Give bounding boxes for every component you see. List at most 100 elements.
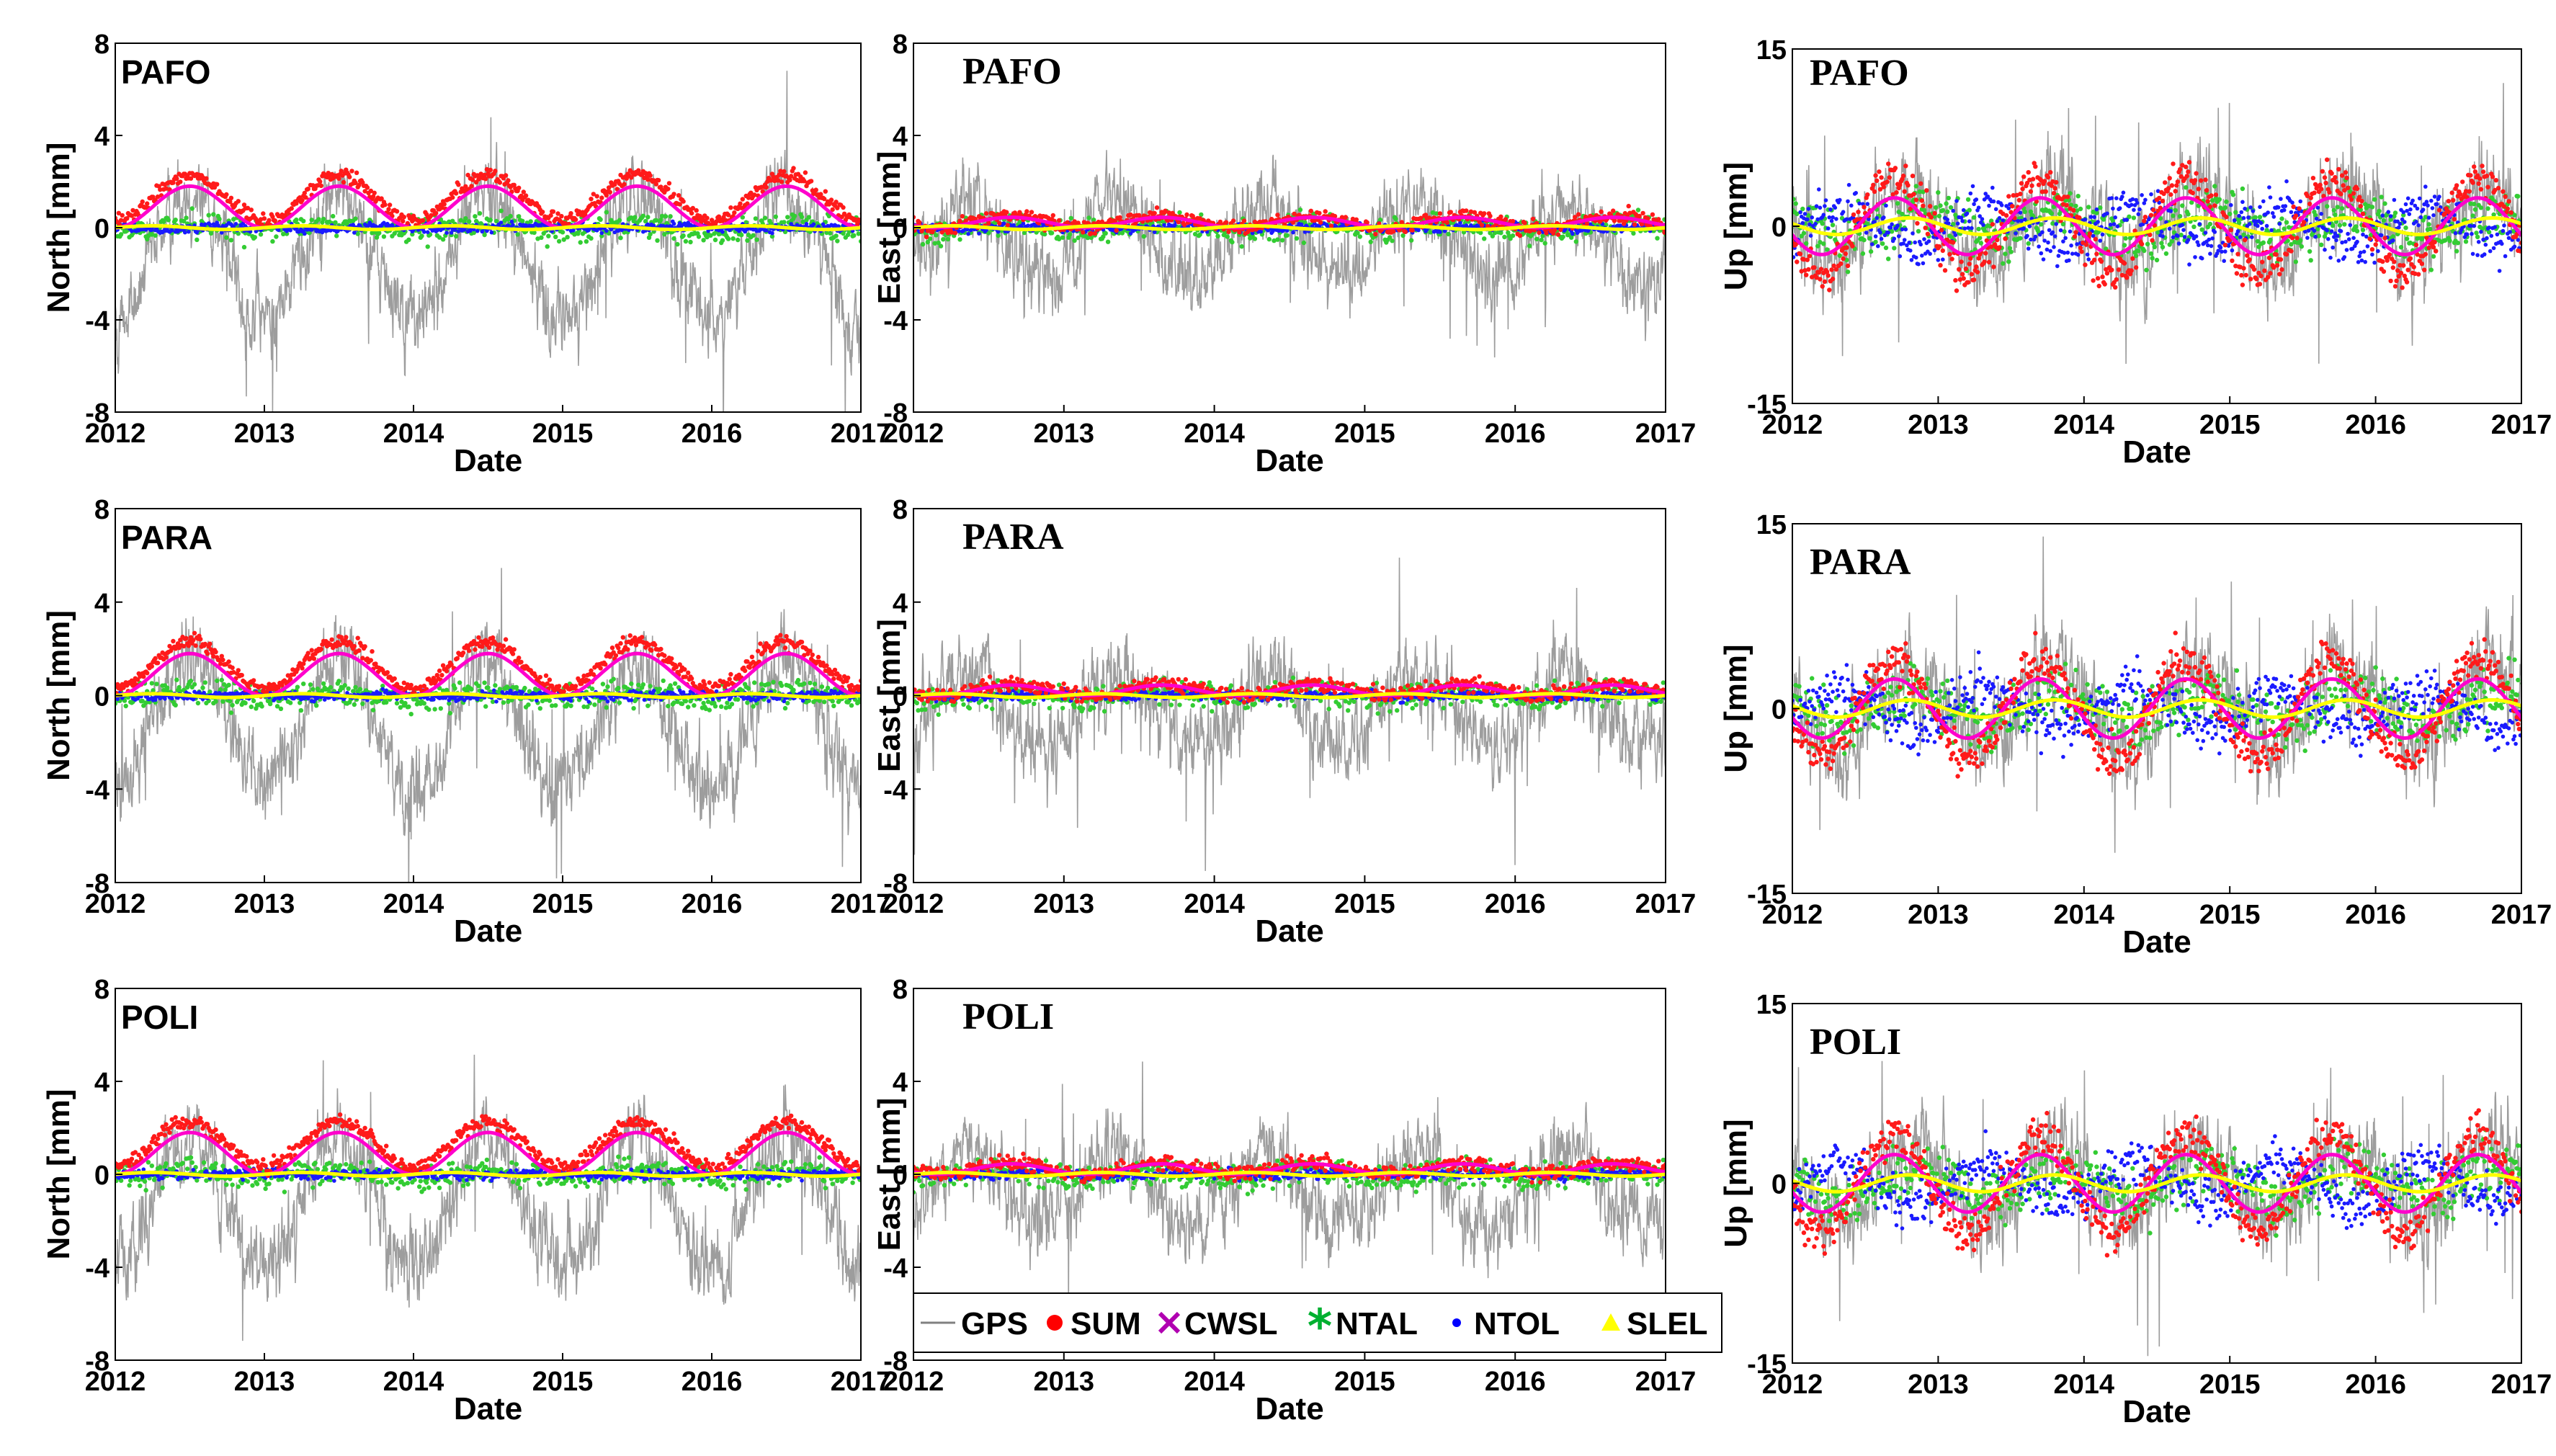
ntol-series-point <box>2056 254 2061 258</box>
ntal-series-point <box>2454 249 2459 254</box>
sum-series-point <box>305 187 310 192</box>
ntol-series-point <box>1951 208 1955 213</box>
ntol-series-point <box>1867 217 1871 221</box>
y-axis-label: East [mm] <box>872 151 907 305</box>
ntal-series-point <box>565 235 570 240</box>
ntol-series-point <box>2001 218 2006 223</box>
ntol-series-point <box>2168 209 2173 213</box>
x-tick-label: 2017 <box>1635 419 1697 449</box>
sum-series-point <box>690 205 695 211</box>
ntol-series-point <box>2137 207 2142 212</box>
ntal-series-point <box>1932 214 1937 219</box>
ntal-series-point <box>520 218 525 223</box>
ntal-series-point <box>2131 215 2137 220</box>
ntol-series-point <box>1823 198 1828 202</box>
ntal-series-point <box>316 217 321 222</box>
sum-series-point <box>789 174 794 179</box>
ntol-series-point <box>836 224 841 228</box>
ntal-series-point <box>2063 198 2068 203</box>
ntal-series-point <box>867 228 871 233</box>
ntol-series-point <box>2112 222 2117 226</box>
ntol-series-point <box>1902 238 1907 242</box>
ntol-series-point <box>2021 226 2026 231</box>
sum-series-point <box>456 182 461 187</box>
ntal-series-point <box>864 228 868 232</box>
ntal-series-point <box>1971 215 1977 220</box>
sum-series-point <box>1498 214 1503 219</box>
sum-series-point <box>506 178 511 183</box>
ntol-series-point <box>452 228 457 233</box>
sum-series-point <box>949 230 955 235</box>
ntol-series-point <box>1815 217 1820 222</box>
ntal-series-point <box>1368 239 1373 244</box>
ntol-series-point <box>2120 195 2124 199</box>
ntal-series-point <box>2426 222 2431 227</box>
ntal-series-point <box>2257 215 2263 220</box>
ntol-series-point <box>1002 221 1006 226</box>
ntol-series-point <box>2124 218 2129 222</box>
ntol-series-point <box>620 228 624 233</box>
ntol-series-point <box>2187 262 2191 267</box>
ntol-series-point <box>1884 203 1888 208</box>
ntal-series-point <box>1815 244 1820 249</box>
ntol-series-point <box>2046 240 2050 245</box>
ntol-series-point <box>1985 195 1990 199</box>
ntal-series-point <box>1197 232 1202 237</box>
ntal-series-point <box>2339 206 2345 211</box>
ntal-series-point <box>925 239 931 245</box>
ntol-series-point <box>2194 234 2199 238</box>
sum-series-point <box>120 213 125 218</box>
ntol-series-point <box>604 228 609 233</box>
sum-series-point <box>1517 233 1523 238</box>
sum-series-point <box>1117 215 1122 220</box>
sum-series-point <box>813 187 818 192</box>
sum-series-point <box>861 223 865 228</box>
ntol-series-point <box>2111 206 2115 211</box>
ntol-series-point <box>1670 227 1674 231</box>
ntal-series-point <box>2463 239 2469 244</box>
ntol-series-point <box>1955 221 1960 226</box>
ntal-series-point <box>2186 212 2191 217</box>
sum-series-point <box>370 194 376 199</box>
ntal-series-point <box>2363 202 2368 207</box>
ntal-series-point <box>1408 238 1414 243</box>
ntal-series-point <box>2127 214 2132 219</box>
ntal-series-point <box>1668 221 1673 225</box>
ntal-series-point <box>618 236 623 241</box>
sum-series-point <box>1230 218 1236 223</box>
ntal-series-point <box>2366 203 2372 209</box>
sum-series-point <box>1537 230 1542 236</box>
ntal-series-point <box>189 206 195 211</box>
sum-series-point <box>1364 220 1369 225</box>
ntol-series-point <box>2069 244 2073 248</box>
sum-series-point <box>1290 220 1296 225</box>
sum-series-point <box>728 205 733 210</box>
ntol-series-point <box>1857 201 1862 206</box>
ntol-series-point <box>2037 244 2041 249</box>
ntol-series-point <box>2209 244 2214 249</box>
ntal-series-point <box>307 231 312 236</box>
ntal-series-point <box>1478 230 1483 236</box>
ntal-series-point <box>2235 217 2240 222</box>
ntol-series-point <box>1991 199 1996 204</box>
sum-series-point <box>1632 222 1637 227</box>
ntol-series-point <box>1972 202 1976 207</box>
sum-series-point <box>1488 213 1493 219</box>
ntal-series-point <box>681 233 686 238</box>
ntol-series-point <box>1962 226 1967 231</box>
ntal-series-point <box>1430 210 1436 215</box>
sum-series-point <box>439 205 444 210</box>
ntol-series-point <box>1416 228 1421 233</box>
ntol-series-point <box>669 224 674 229</box>
sum-series-point <box>303 195 308 200</box>
sum-series-point <box>1627 210 1632 215</box>
ntol-series-point <box>2016 219 2020 223</box>
ntal-series-point <box>333 220 338 225</box>
slel-series-line <box>115 223 861 232</box>
sum-series-point <box>354 170 359 175</box>
sum-series-point <box>599 195 604 200</box>
x-tick-label: 2014 <box>1184 419 1245 449</box>
ntal-series-point <box>1266 236 1272 242</box>
